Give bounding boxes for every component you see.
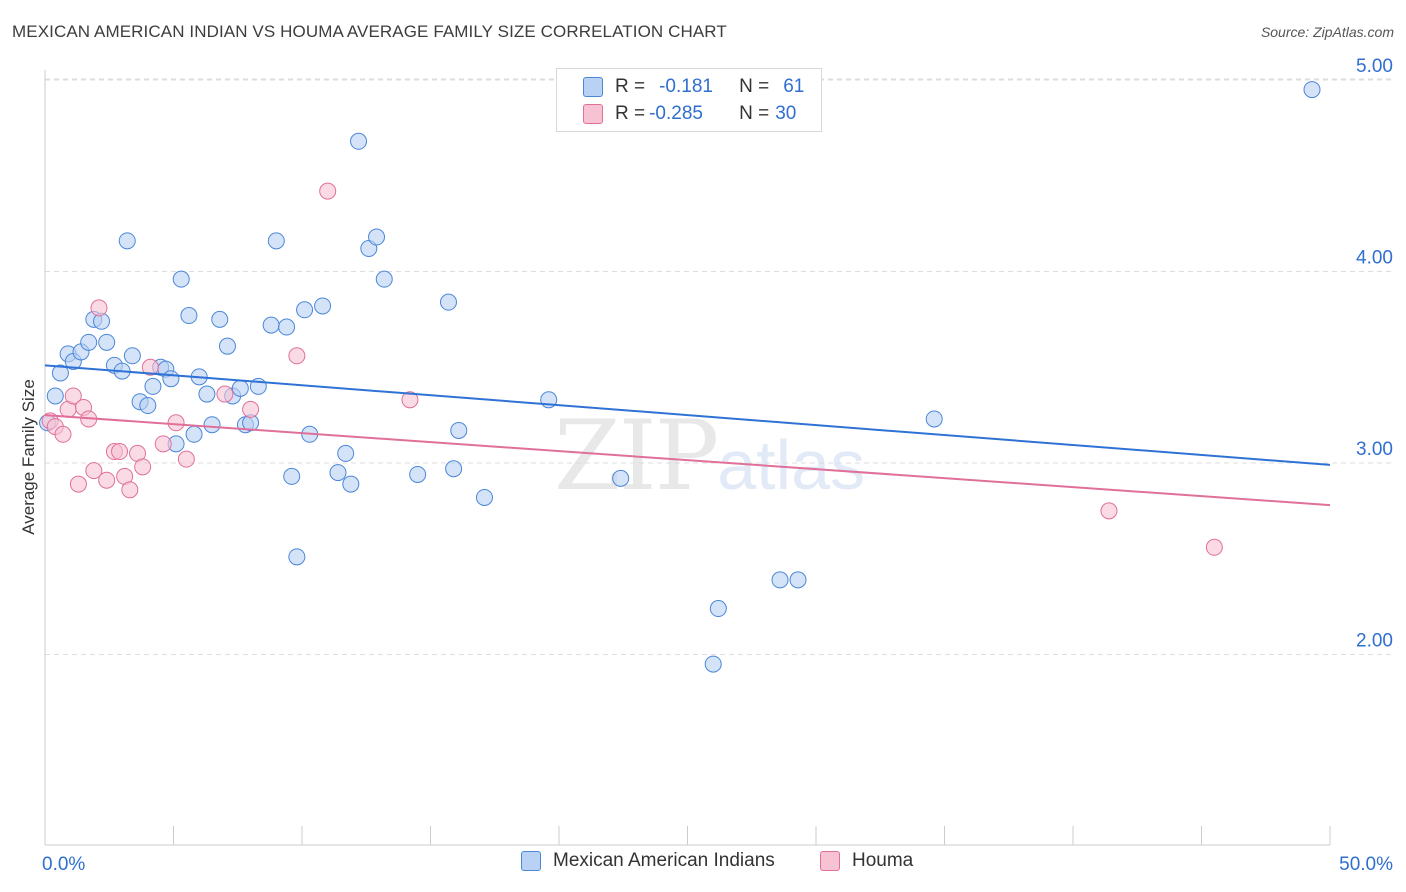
point-houma	[64, 387, 82, 405]
point-mexican-american-indians	[350, 132, 368, 150]
point-mexican-american-indians	[262, 316, 280, 334]
point-mexican-american-indians	[612, 469, 630, 487]
legend-r-label: R =	[615, 103, 646, 124]
point-mexican-american-indians	[409, 465, 427, 483]
series-swatch-blue	[521, 851, 541, 871]
point-mexican-american-indians	[267, 232, 285, 250]
point-mexican-american-indians	[51, 364, 69, 382]
watermark-atlas: atlas	[717, 426, 866, 504]
y-tick-label: 2.00	[1356, 631, 1393, 652]
point-houma	[54, 425, 72, 443]
y-tick-label: 5.00	[1356, 56, 1393, 77]
point-mexican-american-indians	[218, 337, 236, 355]
legend-n-value: 30	[775, 103, 797, 124]
point-mexican-american-indians	[203, 416, 221, 434]
point-mexican-american-indians	[46, 387, 64, 405]
point-mexican-american-indians	[375, 270, 393, 288]
point-mexican-american-indians	[337, 444, 355, 462]
point-mexican-american-indians	[329, 464, 347, 482]
series-legend-label: Mexican American Indians	[553, 850, 775, 871]
point-mexican-american-indians	[123, 347, 141, 365]
trendline-houma	[44, 414, 1331, 507]
point-houma	[85, 462, 103, 480]
point-mexican-american-indians	[709, 600, 727, 618]
point-houma	[69, 475, 87, 493]
point-houma	[177, 450, 195, 468]
point-mexican-american-indians	[771, 571, 789, 589]
legend-r-value: -0.181	[659, 76, 713, 97]
point-mexican-american-indians	[162, 370, 180, 388]
point-mexican-american-indians	[180, 307, 198, 325]
series-swatch-pink	[820, 851, 840, 871]
point-houma	[134, 458, 152, 476]
point-mexican-american-indians	[368, 228, 386, 246]
series-legend-label: Houma	[852, 850, 914, 871]
point-mexican-american-indians	[118, 232, 136, 250]
point-mexican-american-indians	[445, 460, 463, 478]
y-tick-label: 3.00	[1356, 439, 1393, 460]
point-mexican-american-indians	[925, 410, 943, 428]
point-mexican-american-indians	[342, 475, 360, 493]
point-mexican-american-indians	[288, 548, 306, 566]
point-mexican-american-indians	[231, 379, 249, 397]
point-houma	[111, 443, 129, 461]
series-legend-mexican-american-indians: Mexican American Indians	[521, 850, 775, 872]
legend-n-label: N =	[739, 76, 770, 97]
series-legend: Mexican American Indians Houma	[0, 850, 1406, 878]
point-mexican-american-indians	[296, 301, 314, 319]
point-mexican-american-indians	[172, 270, 190, 288]
point-houma	[1100, 502, 1118, 520]
point-mexican-american-indians	[475, 488, 493, 506]
chart-title: MEXICAN AMERICAN INDIAN VS HOUMA AVERAGE…	[12, 22, 727, 41]
point-mexican-american-indians	[98, 333, 116, 351]
point-houma	[1205, 538, 1223, 556]
point-houma	[90, 299, 108, 317]
point-mexican-american-indians	[185, 425, 203, 443]
series-legend-houma: Houma	[820, 850, 913, 872]
point-mexican-american-indians	[439, 293, 457, 311]
point-mexican-american-indians	[198, 385, 216, 403]
point-houma	[121, 481, 139, 499]
legend-n-label: N =	[739, 103, 770, 124]
legend-row-blue: R = -0.181 N = 61	[557, 74, 804, 100]
point-mexican-american-indians	[139, 397, 157, 415]
legend-swatch-blue	[583, 77, 603, 97]
point-houma	[401, 391, 419, 409]
watermark: ZIPatlas	[554, 400, 865, 512]
legend-n-value: 61	[783, 76, 805, 97]
point-houma	[154, 435, 172, 453]
source-credit: Source: ZipAtlas.com	[1260, 24, 1394, 40]
correlation-legend: R = -0.181 N = 61 R = -0.285 N = 30	[556, 68, 822, 132]
point-houma	[288, 347, 306, 365]
point-houma	[216, 385, 234, 403]
point-houma	[167, 414, 185, 432]
legend-r-value: -0.285	[649, 103, 703, 124]
point-houma	[98, 471, 116, 489]
legend-swatch-pink	[583, 104, 603, 124]
point-houma	[242, 400, 260, 418]
point-houma	[141, 358, 159, 376]
point-mexican-american-indians	[450, 421, 468, 439]
point-mexican-american-indians	[704, 655, 722, 673]
point-mexican-american-indians	[144, 377, 162, 395]
x-tick-label: 0.0%	[42, 854, 85, 875]
point-houma	[319, 182, 337, 200]
trendline-mexican-american-indians	[44, 364, 1331, 466]
y-axis-label: Average Family Size	[19, 379, 38, 535]
point-mexican-american-indians	[211, 310, 229, 328]
point-mexican-american-indians	[80, 333, 98, 351]
point-mexican-american-indians	[789, 571, 807, 589]
point-mexican-american-indians	[1303, 81, 1321, 99]
point-mexican-american-indians	[278, 318, 296, 336]
y-tick-label: 4.00	[1356, 248, 1393, 269]
point-mexican-american-indians	[314, 297, 332, 315]
legend-r-label: R =	[615, 76, 646, 97]
x-tick-label: 50.0%	[1339, 854, 1393, 875]
legend-row-pink: R = -0.285 N = 30	[557, 101, 796, 127]
point-mexican-american-indians	[283, 467, 301, 485]
